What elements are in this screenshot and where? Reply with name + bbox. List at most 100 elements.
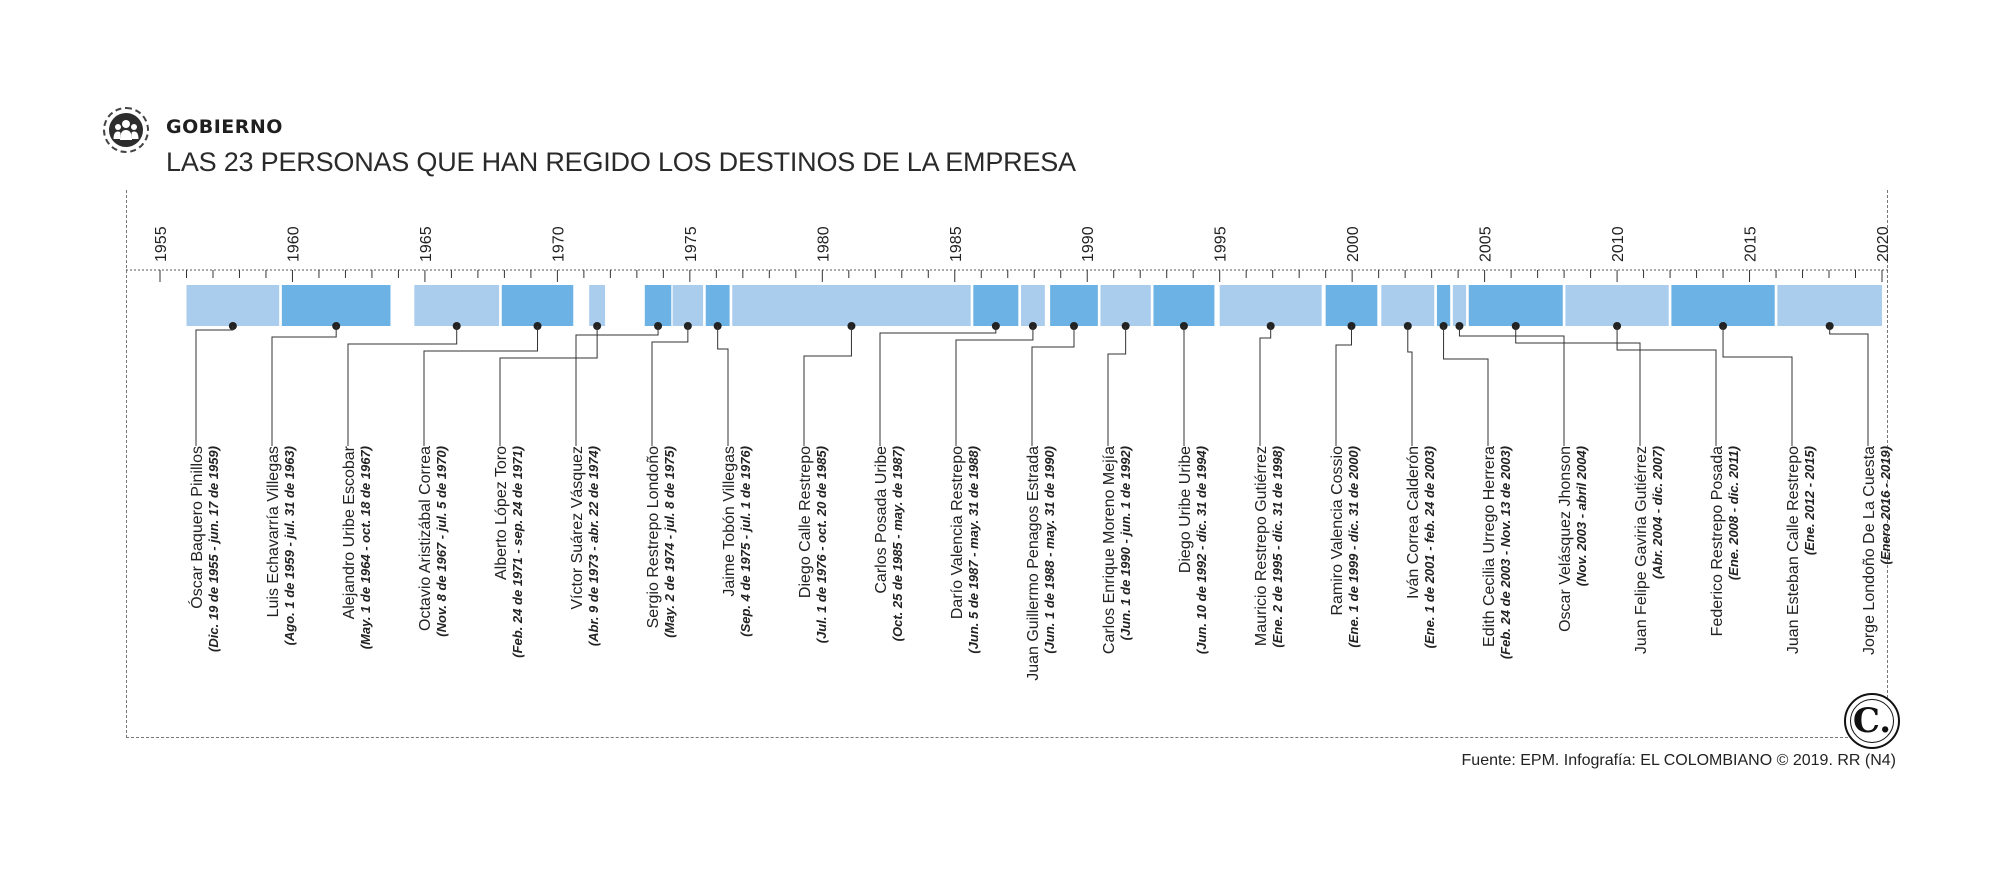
person-name: Víctor Suárez Vásquez bbox=[569, 446, 586, 610]
tenure-bar bbox=[1565, 285, 1669, 326]
tenure-bar bbox=[589, 285, 606, 326]
leader-line bbox=[499, 326, 598, 446]
person-name: Federico Restrepo Posada bbox=[1709, 446, 1726, 636]
leader-line bbox=[1107, 326, 1127, 446]
tenure-bar bbox=[1671, 285, 1775, 326]
tenure-bar bbox=[1153, 285, 1215, 326]
person-name: Octavio Aristizábal Correa bbox=[417, 446, 434, 631]
person-name: Luis Echavarría Villegas bbox=[265, 446, 282, 617]
leader-line bbox=[1722, 326, 1793, 446]
tenure-bar bbox=[1219, 285, 1322, 326]
person-name: Ramiro Valencia Cossio bbox=[1329, 446, 1346, 616]
year-label: 1970 bbox=[550, 226, 567, 262]
person-name: Alberto López Toro bbox=[493, 446, 510, 580]
tenure-dates: (Jul. 1 de 1976 - oct. 20 de 1985) bbox=[814, 446, 829, 643]
tenure-bar bbox=[501, 285, 574, 326]
person-name: Carlos Posada Uribe bbox=[873, 446, 890, 594]
tenure-dates: (Nov. 8 de 1967 - jul. 5 de 1970) bbox=[434, 446, 449, 637]
person-name: Oscar Velásquez Jhonson bbox=[1557, 446, 1574, 632]
year-label: 2010 bbox=[1610, 226, 1627, 262]
year-label: 1975 bbox=[683, 226, 700, 262]
tenure-dates: (Oct. 25 de 1985 - may. de 1987) bbox=[890, 446, 905, 641]
tenure-bar bbox=[1325, 285, 1378, 326]
person-name: Jorge Londoño De La Cuesta bbox=[1861, 446, 1878, 655]
person-name: Edith Cecilia Urrego Herrera bbox=[1481, 446, 1498, 647]
tenure-bar bbox=[414, 285, 500, 326]
tenure-dates: (Ene. 2012 - 2015) bbox=[1802, 446, 1817, 555]
person-name: Diego Calle Restrepo bbox=[797, 446, 814, 598]
el-colombiano-logo-icon: C. bbox=[1844, 693, 1900, 749]
tenure-dates: (Jun. 5 de 1987 - may. 31 de 1988) bbox=[966, 446, 981, 654]
tenure-bar bbox=[973, 285, 1019, 326]
tenure-dates: (Ene. 2 de 1995 - dic. 31 de 1998) bbox=[1270, 446, 1285, 648]
leader-line bbox=[1458, 326, 1565, 446]
year-label: 1955 bbox=[153, 226, 170, 262]
tenure-dates: (Feb. 24 de 2003 - Nov. 13 de 2003) bbox=[1498, 446, 1513, 659]
section-label: GOBIERNO bbox=[166, 116, 283, 138]
tenure-dates: (Ene. 2008 - dic. 2011) bbox=[1726, 446, 1741, 580]
tenure-bar bbox=[1021, 285, 1045, 326]
tenure-bar bbox=[281, 285, 391, 326]
tenure-bar bbox=[1100, 285, 1151, 326]
leader-line bbox=[1515, 326, 1641, 446]
leader-line bbox=[271, 326, 337, 446]
tenure-dates: (Ago. 1 de 1959 - jul. 31 de 1963) bbox=[282, 446, 297, 645]
tenure-dates: (Sep. 4 de 1975 - jul. 1 de 1976) bbox=[738, 446, 753, 637]
tenure-bar bbox=[644, 285, 672, 326]
year-label: 2015 bbox=[1743, 226, 1760, 262]
leader-line bbox=[1829, 326, 1869, 446]
leader-line bbox=[803, 326, 852, 446]
leader-line bbox=[1259, 326, 1272, 446]
tenure-bar bbox=[1468, 285, 1563, 326]
tenure-bar bbox=[1381, 285, 1435, 326]
year-label: 1960 bbox=[285, 226, 302, 262]
year-label: 2020 bbox=[1875, 226, 1892, 262]
tenure-dates: (Enero 2016 - 2019) bbox=[1878, 446, 1893, 565]
year-label: 1985 bbox=[948, 226, 965, 262]
page-title: LAS 23 PERSONAS QUE HAN REGIDO LOS DESTI… bbox=[166, 147, 1076, 177]
year-label: 2005 bbox=[1478, 226, 1495, 262]
person-name: Óscar Baquero Pinillos bbox=[187, 446, 206, 609]
tenure-bar bbox=[672, 285, 704, 326]
people-group-icon bbox=[103, 107, 149, 153]
person-name: Darío Valencia Restrepo bbox=[949, 446, 966, 619]
leader-line bbox=[717, 326, 729, 446]
leader-line bbox=[575, 326, 659, 446]
person-name: Juan Felipe Gaviria Gutiérrez bbox=[1633, 446, 1650, 654]
tenure-dates: (May. 2 de 1974 - jul. 8 de 1975) bbox=[662, 446, 677, 638]
chart-frame bbox=[126, 190, 1888, 738]
person-name: Alejandro Uribe Escobar bbox=[341, 445, 358, 619]
tenure-dates: (Dic. 19 de 1955 - jun. 17 de 1959) bbox=[206, 446, 221, 652]
year-label: 1980 bbox=[815, 226, 832, 262]
leader-line bbox=[879, 326, 997, 446]
tenure-dates: (Ene. 1 de 2001 - feb. 24 de 2003) bbox=[1422, 446, 1437, 648]
tenure-dates: (May. 1 de 1964 - oct. 18 de 1967) bbox=[358, 446, 373, 649]
leader-line bbox=[1407, 326, 1413, 446]
person-name: Sergio Restrepo Londoño bbox=[645, 446, 662, 628]
person-name: Diego Uribe Uribe bbox=[1177, 446, 1194, 573]
tenure-dates: (Nov. 2003 - abril 2004) bbox=[1574, 446, 1589, 586]
tenure-dates: (Jun. 1 de 1990 - jun. 1 de 1992) bbox=[1118, 446, 1133, 640]
tenure-bar bbox=[1777, 285, 1882, 326]
tenure-bar bbox=[705, 285, 730, 326]
person-name: Mauricio Restrepo Gutiérrez bbox=[1253, 446, 1270, 646]
tenure-dates: (Abr. 9 de 1973 - abr. 22 de 1974) bbox=[586, 446, 601, 646]
leader-line bbox=[651, 326, 689, 446]
person-name: Iván Correa Calderón bbox=[1405, 446, 1422, 599]
source-credit: Fuente: EPM. Infografía: EL COLOMBIANO ©… bbox=[1461, 752, 1896, 769]
leader-line bbox=[1616, 326, 1717, 446]
leader-line bbox=[423, 326, 539, 446]
tenure-dates: (Abr. 2004 - dic. 2007) bbox=[1650, 446, 1665, 579]
tenure-bar bbox=[1050, 285, 1098, 326]
tenure-dates: (Jun. 1 de 1988 - may. 31 de 1990) bbox=[1042, 446, 1057, 654]
tenure-bar bbox=[1452, 285, 1467, 326]
leader-line bbox=[347, 326, 458, 446]
person-name: Jaime Tobón Villegas bbox=[721, 446, 738, 597]
leader-line bbox=[1443, 326, 1489, 446]
tenure-dates: (Ene. 1 de 1999 - dic. 31 de 2000) bbox=[1346, 446, 1361, 648]
year-label: 1990 bbox=[1080, 226, 1097, 262]
tenure-dates: (Feb. 24 de 1971 - sep. 24 de 1971) bbox=[510, 446, 525, 658]
person-name: Carlos Enrique Moreno Mejía bbox=[1101, 446, 1118, 654]
year-label: 1965 bbox=[418, 226, 435, 262]
year-label: 2000 bbox=[1345, 226, 1362, 262]
